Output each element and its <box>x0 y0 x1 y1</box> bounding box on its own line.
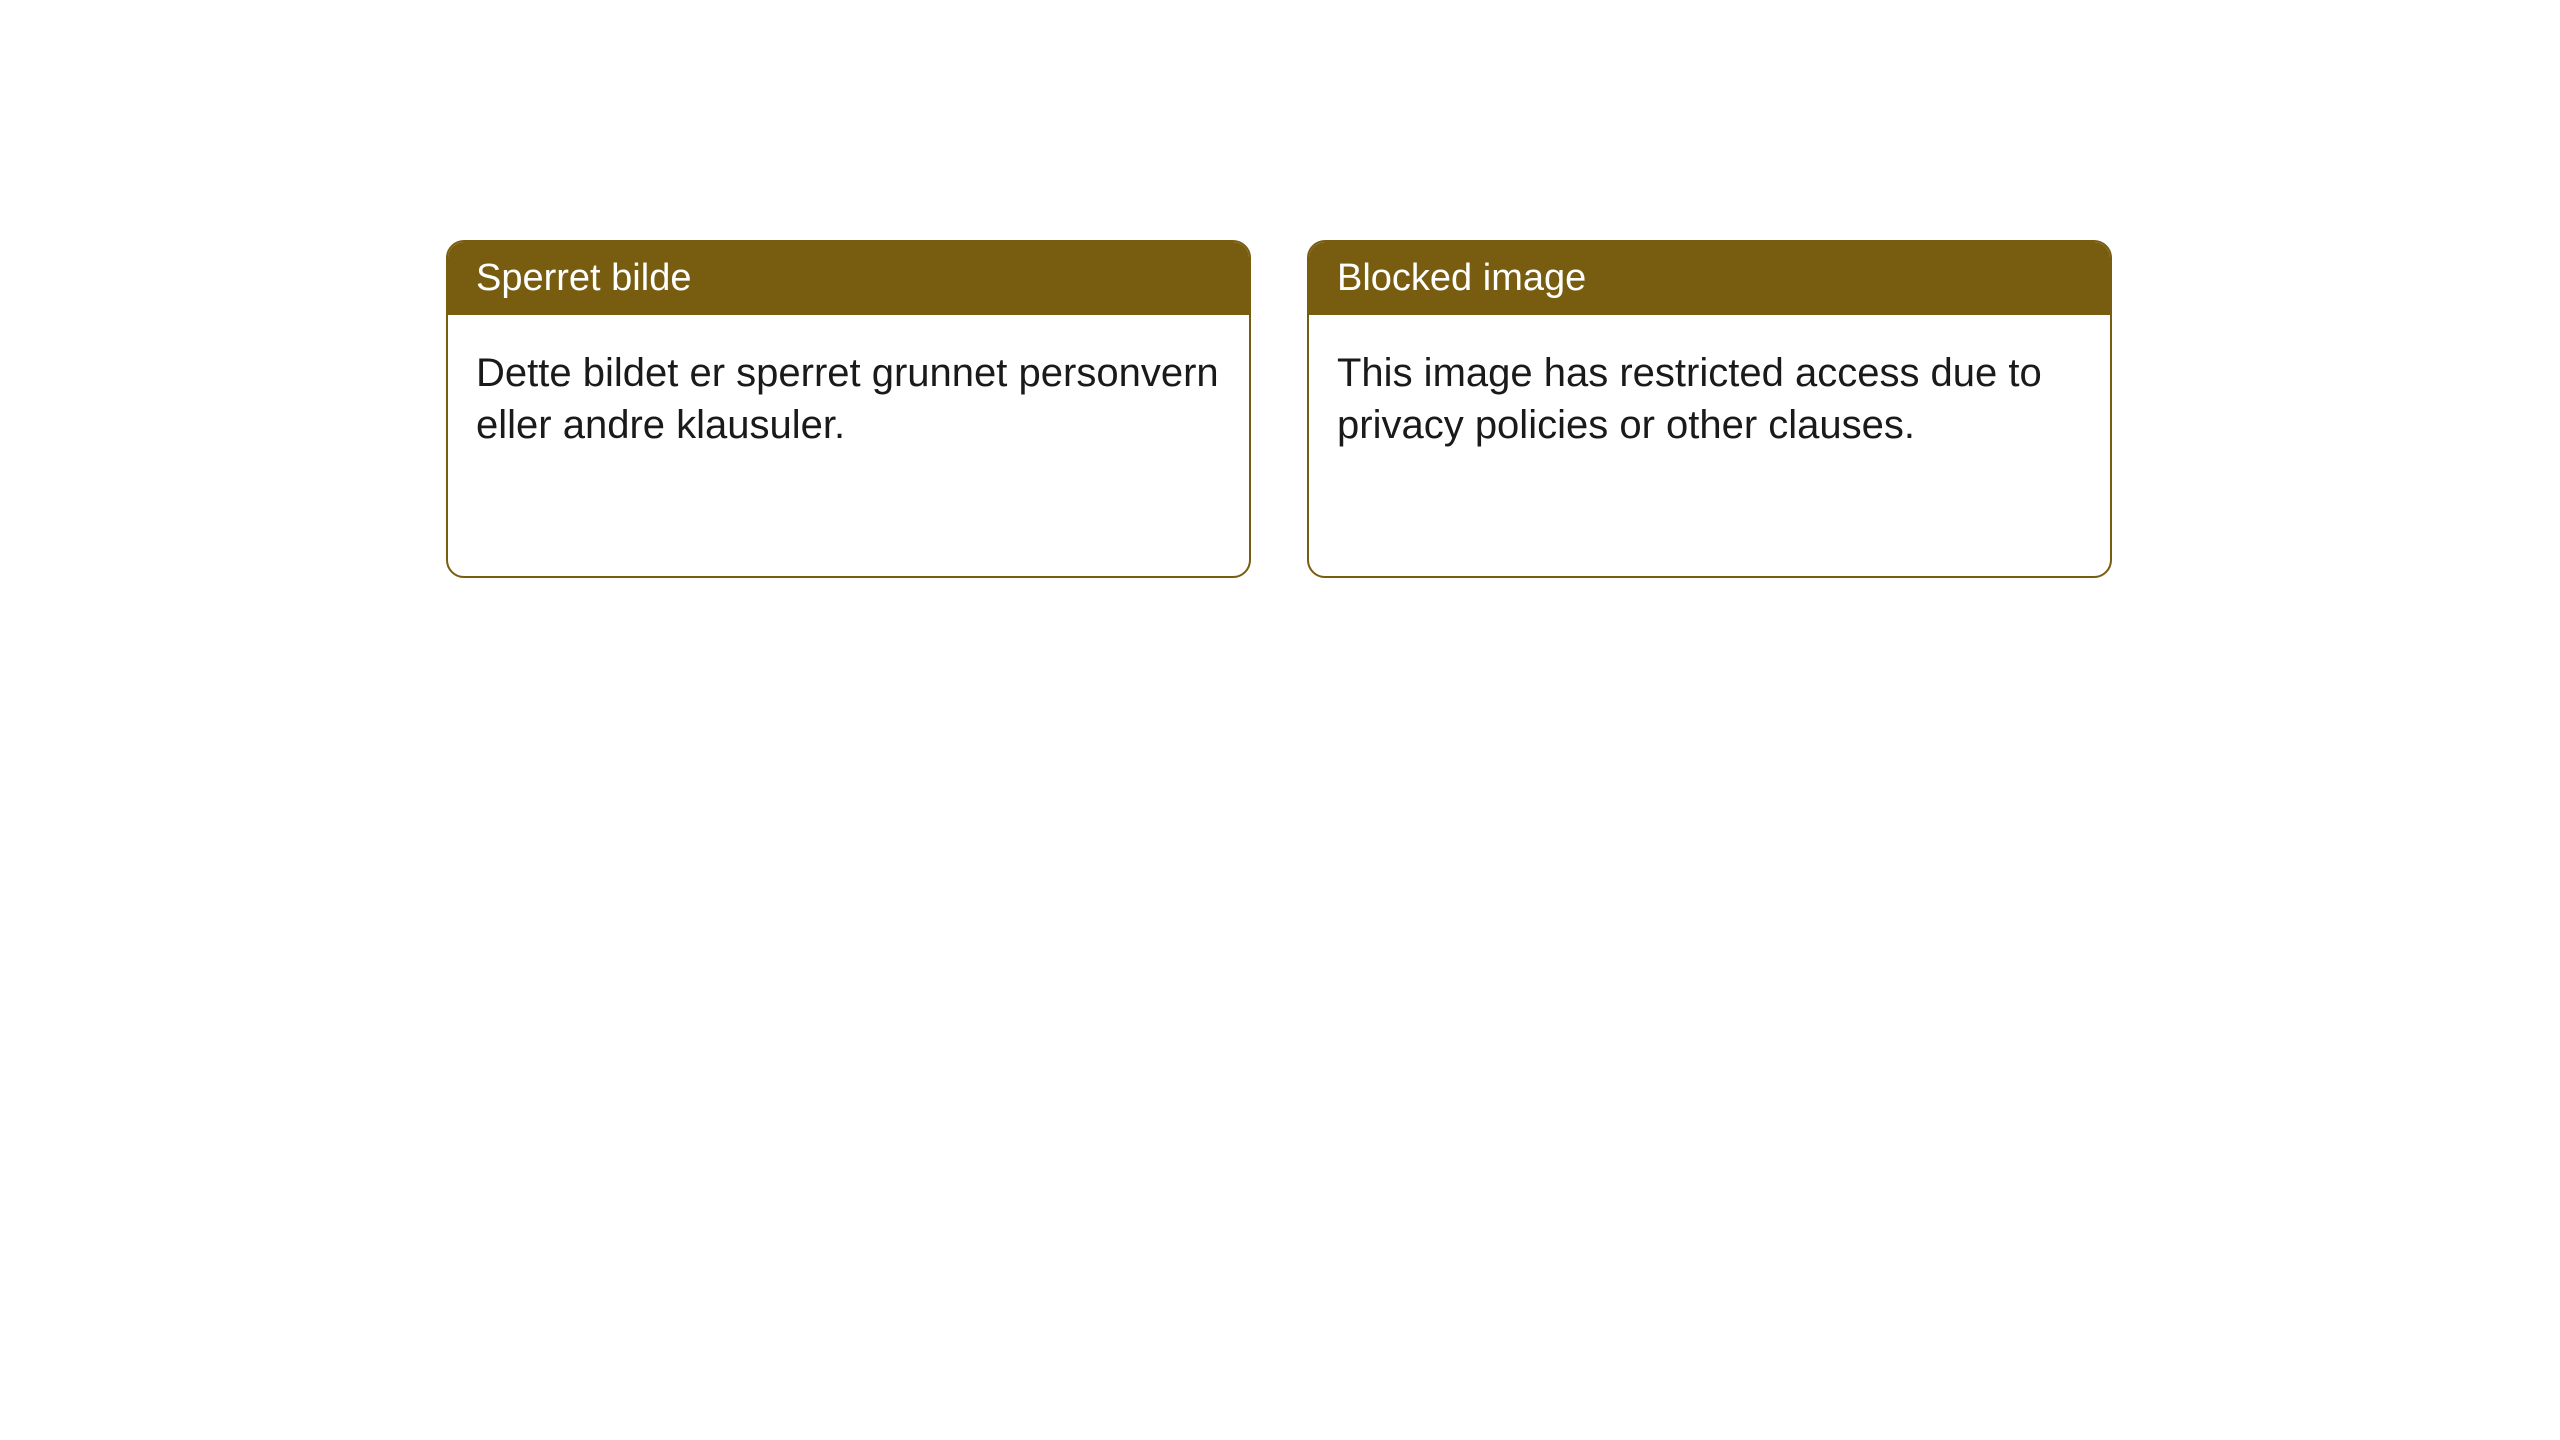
notice-header: Sperret bilde <box>448 242 1249 315</box>
notice-body: This image has restricted access due to … <box>1309 315 2110 576</box>
notice-box-english: Blocked image This image has restricted … <box>1307 240 2112 578</box>
notice-header: Blocked image <box>1309 242 2110 315</box>
notice-body: Dette bildet er sperret grunnet personve… <box>448 315 1249 576</box>
notice-container: Sperret bilde Dette bildet er sperret gr… <box>446 240 2112 578</box>
notice-box-norwegian: Sperret bilde Dette bildet er sperret gr… <box>446 240 1251 578</box>
